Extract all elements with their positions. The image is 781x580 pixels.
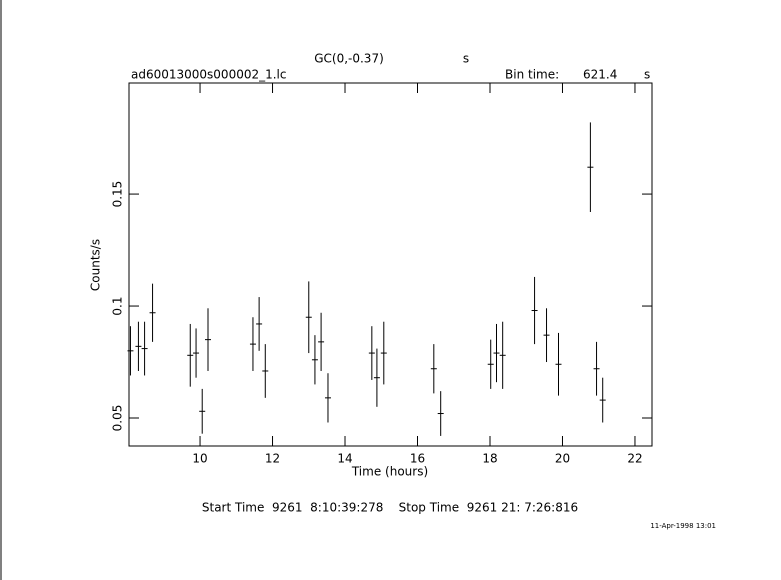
y-tick-label: 0.05 [111,405,125,432]
chart-title: GC(0,-0.37) [314,52,384,66]
x-tick-label: 12 [265,452,280,466]
plot-frame [128,82,653,447]
x-tick-label: 18 [482,452,497,466]
x-tick-label: 16 [410,452,425,466]
timestamp: 11-Apr-1998 13:01 [650,522,716,530]
title-unit: s [463,52,469,66]
x-tick-label: 14 [337,452,352,466]
start-stop-time: Start Time 9261 8:10:39:278 Stop Time 92… [202,501,578,515]
x-tick-label: 10 [192,452,207,466]
x-axis-label: Time (hours) [351,465,428,479]
bin-time: 621.4 [583,68,617,82]
y-tick-label: 0.15 [111,181,125,208]
y-axis-label: Counts/s [89,239,103,291]
y-tick-label: 0.1 [111,296,125,315]
x-tick-label: 22 [627,452,642,466]
x-tick-label: 20 [555,452,570,466]
bin-time-unit: s [644,68,650,82]
file-name: ad60013000s000002_1.lc [131,68,287,82]
bin-time-label: Bin time: [505,68,559,82]
